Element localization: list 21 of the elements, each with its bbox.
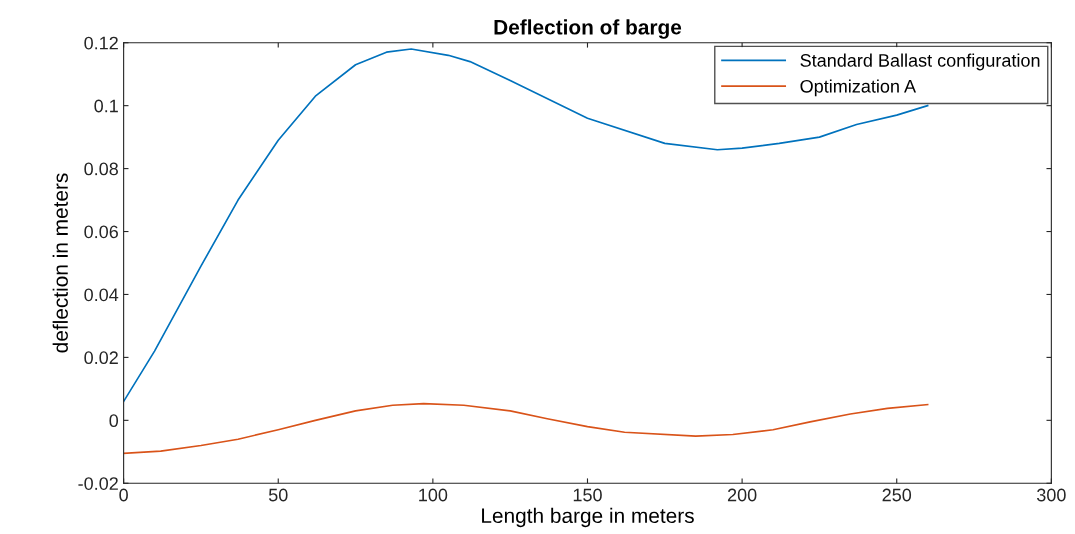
x-tick-label: 50 [268, 488, 288, 502]
x-tick-label: 100 [419, 488, 448, 502]
line-series [123, 402, 929, 455]
x-tick-label: 250 [882, 488, 912, 502]
x-tick-label: 0 [119, 488, 128, 502]
y-tick-label: 0 [109, 414, 119, 428]
x-tick-label: 300 [1036, 488, 1066, 502]
x-tick-label: 200 [727, 488, 757, 502]
y-tick-label: 0.02 [84, 351, 118, 365]
legend-label: Optimization A [800, 79, 917, 97]
y-tick-label: 0.08 [84, 162, 118, 176]
chart-title: Deflection of barge [494, 19, 682, 39]
y-tick-label: 0.1 [94, 99, 118, 113]
legend-label: Standard Ballast configuration [800, 53, 1040, 71]
y-tick-label: 0.06 [84, 225, 118, 239]
y-tick-label: 0.04 [84, 288, 119, 302]
y-tick-label: -0.02 [78, 477, 118, 490]
y-tick-label: 0.12 [84, 36, 118, 50]
x-tick-label: 150 [573, 488, 602, 502]
x-axis-title: Length barge in meters [482, 507, 694, 528]
y-axis-title: deflection in meters [52, 173, 68, 353]
